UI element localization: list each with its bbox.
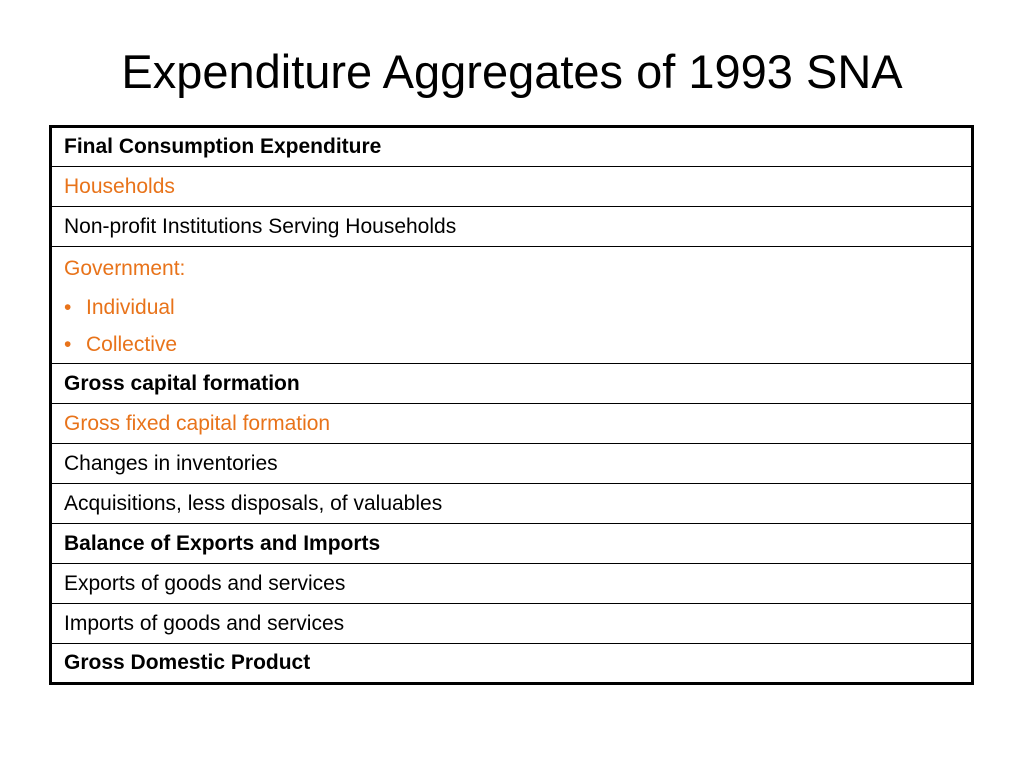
table-row: Balance of Exports and Imports [50,523,973,564]
table-row: Gross capital formation [50,363,973,404]
row-gross-capital-formation: Gross capital formation [50,363,973,404]
row-valuables: Acquisitions, less disposals, of valuabl… [50,483,973,524]
bullet-icon: • [64,296,72,319]
table-row: Imports of goods and services [50,603,973,644]
row-gross-fixed-capital-formation: Gross fixed capital formation [50,403,973,444]
row-households: Households [50,166,973,207]
row-changes-in-inventories: Changes in inventories [50,443,973,484]
table-row: Acquisitions, less disposals, of valuabl… [50,483,973,524]
row-government: Government: • Individual • Collective [50,246,973,364]
row-final-consumption-expenditure: Final Consumption Expenditure [50,126,973,167]
government-bullet-individual: • Individual [64,289,959,326]
table-row: Exports of goods and services [50,563,973,604]
government-label: Government: [64,257,186,280]
expenditure-aggregates-table: Final Consumption Expenditure Households… [49,125,974,685]
row-imports: Imports of goods and services [50,603,973,644]
government-bullet-collective: • Collective [64,326,959,363]
table-row: Households [50,166,973,207]
table-row: Changes in inventories [50,443,973,484]
row-gross-domestic-product: Gross Domestic Product [50,643,973,684]
bullet-icon: • [64,333,72,356]
row-exports: Exports of goods and services [50,563,973,604]
table-row: Gross Domestic Product [50,643,973,684]
table-row: Final Consumption Expenditure [50,126,973,167]
slide-title: Expenditure Aggregates of 1993 SNA [121,45,903,98]
row-npish: Non-profit Institutions Serving Househol… [50,206,973,247]
bullet-text: Collective [86,333,178,356]
table-row: Non-profit Institutions Serving Househol… [50,206,973,247]
bullet-text: Individual [86,296,175,319]
table-row: Gross fixed capital formation [50,403,973,444]
table-row: Government: • Individual • Collective [50,246,973,364]
row-balance-exports-imports: Balance of Exports and Imports [50,523,973,564]
